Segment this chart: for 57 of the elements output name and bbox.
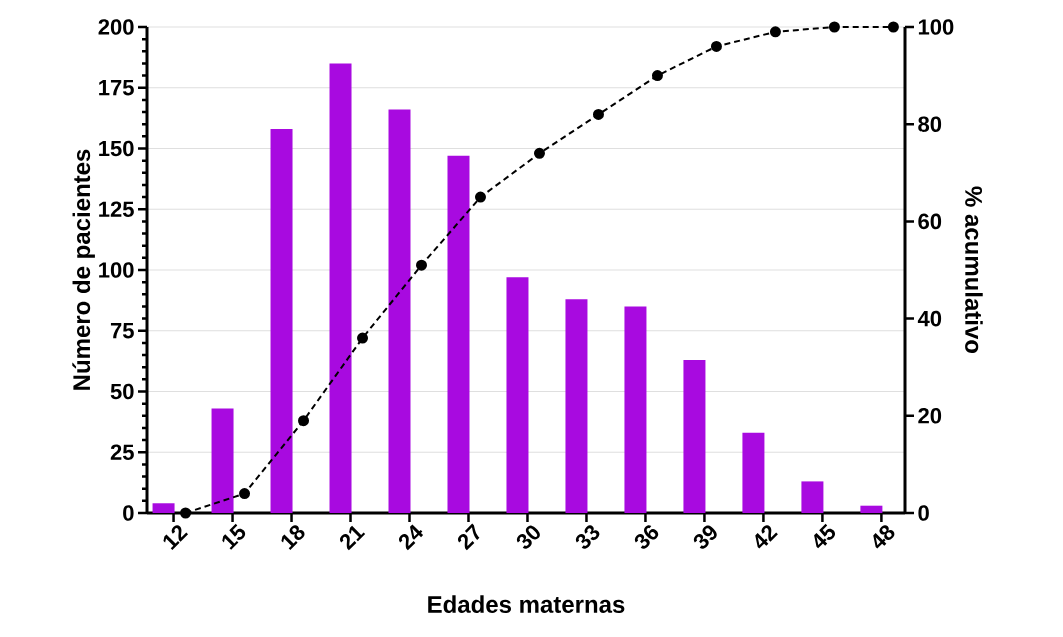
- x-axis-title: Edades maternas: [428, 595, 625, 613]
- y-tick-label: 75: [110, 323, 134, 339]
- point: [298, 415, 310, 427]
- point: [357, 332, 369, 344]
- point: [474, 191, 486, 203]
- bar: [742, 432, 765, 513]
- point: [180, 507, 192, 519]
- y-axis-title: Número de pacientes: [72, 149, 95, 390]
- y2-tick-label: 60: [918, 213, 942, 230]
- x-tick-label: 18: [281, 525, 305, 550]
- bar: [860, 505, 883, 513]
- x-tick-label: 21: [339, 525, 366, 551]
- point: [887, 21, 899, 33]
- point: [239, 488, 251, 500]
- x-tick-label: 15: [222, 523, 246, 550]
- bar: [506, 277, 529, 513]
- x-tick-label: 30: [516, 525, 540, 549]
- point: [592, 108, 604, 120]
- y-tick-label: 200: [98, 19, 134, 35]
- point: [533, 147, 545, 159]
- y2-tick-label: 80: [918, 116, 942, 132]
- bar: [683, 359, 706, 513]
- point: [651, 70, 663, 82]
- x-tick-label: 33: [575, 525, 600, 549]
- point: [416, 259, 427, 271]
- y2-tick-label: 100: [918, 19, 954, 35]
- x-tick-label: 24: [398, 524, 424, 551]
- x-tick-label: 45: [814, 523, 836, 549]
- bar: [152, 503, 175, 513]
- x-tick-label: 39: [693, 525, 717, 549]
- x-tick-label: 48: [873, 525, 895, 549]
- x-tick-label: 42: [755, 525, 778, 549]
- bar: [329, 63, 352, 513]
- y-tick-label: 125: [99, 201, 134, 218]
- bar: [270, 129, 293, 513]
- bar: [388, 109, 411, 513]
- y-tick-label: 25: [110, 444, 134, 461]
- y-tick-label: 0: [123, 505, 134, 521]
- x-tick-label: 36: [634, 525, 659, 549]
- y2-tick-label: 20: [918, 407, 942, 424]
- y-tick-label: 175: [99, 80, 134, 96]
- y-tick-label: 50: [110, 383, 134, 400]
- point: [710, 40, 722, 52]
- bar: [624, 306, 647, 513]
- x-tick-label: 12: [163, 525, 189, 550]
- bar: [447, 155, 470, 513]
- point: [828, 21, 840, 33]
- y2-tick-label: 0: [918, 505, 929, 521]
- y-tick-label: 150: [99, 140, 134, 157]
- x-tick-label: 27: [457, 523, 480, 551]
- point: [769, 26, 781, 38]
- y-tick-label: 100: [99, 262, 134, 278]
- bar: [565, 299, 588, 513]
- bar: [211, 408, 234, 513]
- y2-axis-title: % acumulativo: [965, 186, 983, 354]
- bar: [801, 481, 824, 513]
- y2-tick-label: 40: [917, 310, 942, 327]
